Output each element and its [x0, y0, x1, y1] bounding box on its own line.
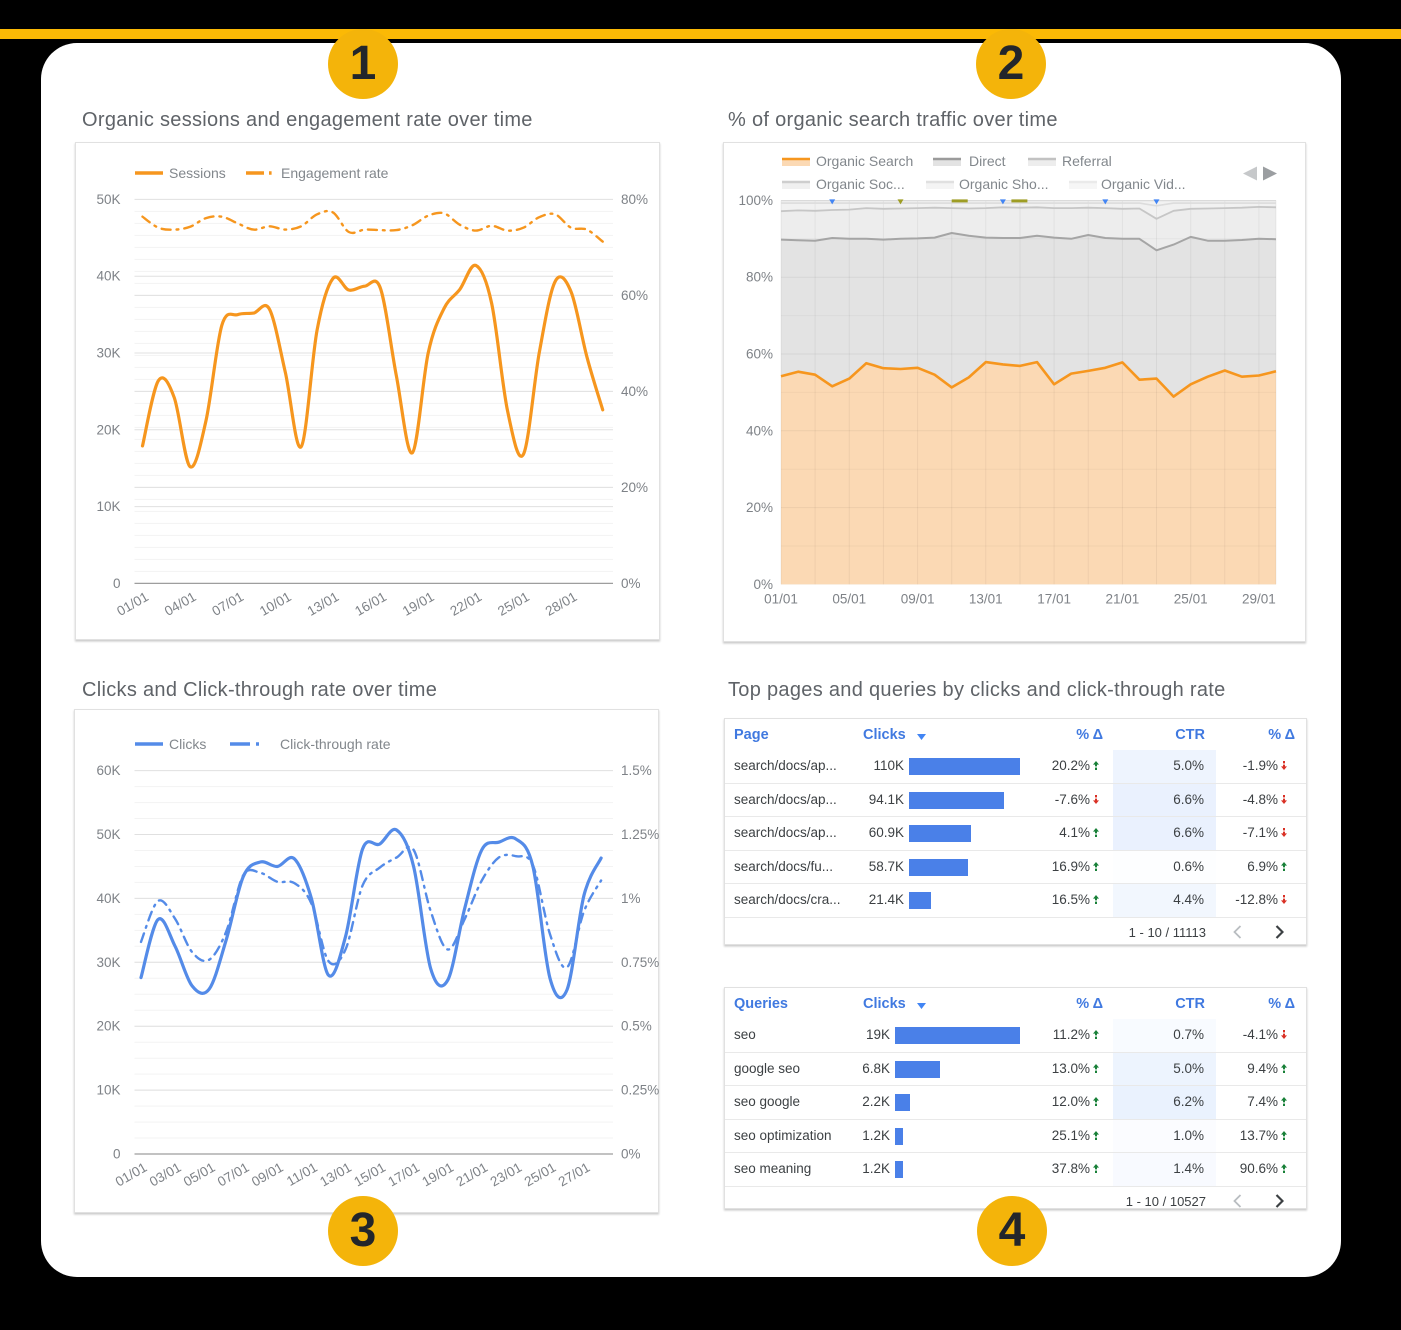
svg-text:27/01: 27/01	[556, 1160, 593, 1190]
svg-text:07/01: 07/01	[215, 1160, 252, 1190]
svg-text:60K: 60K	[96, 763, 120, 778]
svg-text:Organic Search: Organic Search	[816, 153, 913, 169]
svg-text:1%: 1%	[621, 891, 641, 906]
svg-text:Organic Soc...: Organic Soc...	[816, 176, 905, 192]
svg-text:15/01: 15/01	[351, 1160, 388, 1190]
svg-text:20K: 20K	[96, 422, 120, 437]
svg-text:Organic Sho...: Organic Sho...	[959, 176, 1049, 192]
svg-text:20K: 20K	[96, 1019, 120, 1034]
svg-text:09/01: 09/01	[249, 1160, 286, 1190]
svg-text:0%: 0%	[621, 1147, 641, 1162]
svg-text:0%: 0%	[753, 577, 773, 592]
svg-text:05/01: 05/01	[832, 591, 866, 606]
svg-text:01/01: 01/01	[113, 1160, 150, 1190]
svg-text:0%: 0%	[621, 576, 641, 591]
svg-text:29/01: 29/01	[1242, 591, 1276, 606]
svg-text:60%: 60%	[746, 347, 773, 362]
svg-text:30K: 30K	[96, 346, 120, 361]
svg-text:Organic Vid...: Organic Vid...	[1101, 176, 1186, 192]
svg-text:25/01: 25/01	[495, 589, 532, 619]
svg-text:1.5%: 1.5%	[621, 763, 652, 778]
svg-text:19/01: 19/01	[419, 1160, 456, 1190]
svg-text:Referral: Referral	[1062, 153, 1112, 169]
svg-text:50K: 50K	[96, 827, 120, 842]
svg-text:0.25%: 0.25%	[621, 1083, 659, 1098]
svg-text:16/01: 16/01	[352, 589, 389, 619]
svg-text:22/01: 22/01	[448, 589, 485, 619]
svg-text:60%: 60%	[621, 288, 648, 303]
svg-text:0.5%: 0.5%	[621, 1019, 652, 1034]
svg-text:03/01: 03/01	[147, 1160, 184, 1190]
svg-text:10/01: 10/01	[257, 589, 294, 619]
svg-text:100%: 100%	[738, 193, 773, 208]
svg-text:13/01: 13/01	[969, 591, 1003, 606]
svg-text:0: 0	[113, 1147, 121, 1162]
svg-text:20%: 20%	[621, 480, 648, 495]
svg-text:Clicks: Clicks	[169, 736, 206, 752]
svg-text:80%: 80%	[746, 270, 773, 285]
svg-text:10K: 10K	[96, 499, 120, 514]
svg-text:19/01: 19/01	[400, 589, 437, 619]
svg-text:20%: 20%	[746, 500, 773, 515]
svg-text:05/01: 05/01	[181, 1160, 218, 1190]
svg-text:40%: 40%	[621, 384, 648, 399]
svg-text:Engagement rate: Engagement rate	[281, 165, 389, 181]
svg-text:0: 0	[113, 576, 121, 591]
svg-text:13/01: 13/01	[317, 1160, 354, 1190]
svg-text:30K: 30K	[96, 955, 120, 970]
svg-text:23/01: 23/01	[488, 1160, 525, 1190]
svg-text:09/01: 09/01	[901, 591, 935, 606]
svg-text:01/01: 01/01	[114, 589, 151, 619]
svg-text:1.25%: 1.25%	[621, 827, 659, 842]
svg-text:25/01: 25/01	[1174, 591, 1208, 606]
svg-text:50K: 50K	[96, 192, 120, 207]
svg-text:21/01: 21/01	[454, 1160, 491, 1190]
svg-text:80%: 80%	[621, 192, 648, 207]
svg-text:04/01: 04/01	[162, 589, 199, 619]
svg-text:Click-through rate: Click-through rate	[280, 736, 391, 752]
svg-text:28/01: 28/01	[543, 589, 580, 619]
svg-text:40K: 40K	[96, 269, 120, 284]
svg-text:40%: 40%	[746, 423, 773, 438]
svg-text:Direct: Direct	[969, 153, 1006, 169]
svg-text:40K: 40K	[96, 891, 120, 906]
svg-text:17/01: 17/01	[1037, 591, 1071, 606]
svg-text:25/01: 25/01	[522, 1160, 559, 1190]
svg-text:11/01: 11/01	[284, 1160, 320, 1189]
svg-text:07/01: 07/01	[209, 589, 246, 619]
svg-text:Sessions: Sessions	[169, 165, 226, 181]
svg-text:01/01: 01/01	[764, 591, 798, 606]
svg-text:10K: 10K	[96, 1083, 120, 1098]
svg-text:0.75%: 0.75%	[621, 955, 659, 970]
svg-text:17/01: 17/01	[385, 1160, 422, 1190]
svg-text:21/01: 21/01	[1106, 591, 1140, 606]
svg-text:13/01: 13/01	[305, 589, 342, 619]
